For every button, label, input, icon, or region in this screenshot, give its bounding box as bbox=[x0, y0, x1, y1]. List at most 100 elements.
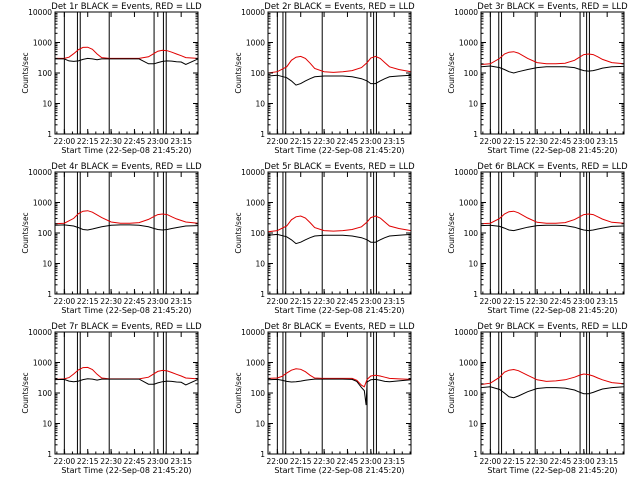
y-tick-label: 1 bbox=[47, 290, 52, 299]
y-tick-label: 10000 bbox=[454, 168, 478, 177]
x-tick-label: 22:30 bbox=[313, 457, 335, 466]
events-series-line bbox=[480, 386, 625, 399]
x-tick-label: 22:30 bbox=[100, 137, 122, 146]
x-tick-label: 22:30 bbox=[100, 457, 122, 466]
x-tick-label: 22:00 bbox=[54, 137, 76, 146]
x-tick-label: 22:30 bbox=[100, 297, 122, 306]
y-axis-label: Counts/sec bbox=[234, 212, 243, 253]
x-tick-label: 23:15 bbox=[170, 297, 192, 306]
chart-title: Det 3r BLACK = Events, RED = LLD bbox=[477, 2, 628, 12]
events-series-line bbox=[55, 57, 199, 66]
x-tick-label: 22:45 bbox=[337, 457, 359, 466]
x-axis-label: Start Time (22-Sep-08 21:45:20) bbox=[61, 466, 191, 475]
x-tick-label: 22:15 bbox=[290, 297, 312, 306]
y-tick-label: 1 bbox=[473, 290, 478, 299]
x-tick-label: 22:15 bbox=[77, 297, 99, 306]
y-tick-label: 1 bbox=[260, 130, 265, 139]
x-tick-label: 22:00 bbox=[267, 457, 289, 466]
y-axis-label: Counts/sec bbox=[234, 52, 243, 93]
chart-panel-8: Det 8r BLACK = Events, RED = LLD 1 10 100 10… bbox=[234, 322, 415, 475]
y-tick-label: 10000 bbox=[241, 8, 265, 17]
x-tick-label: 22:45 bbox=[337, 137, 359, 146]
x-tick-label: 23:15 bbox=[596, 297, 618, 306]
x-tick-label: 22:45 bbox=[550, 457, 572, 466]
chart-title: Det 1r BLACK = Events, RED = LLD bbox=[51, 2, 202, 12]
chart-title: Det 2r BLACK = Events, RED = LLD bbox=[264, 2, 415, 12]
y-tick-label: 10000 bbox=[28, 8, 52, 17]
x-tick-label: 22:15 bbox=[77, 137, 99, 146]
chart-panel-2: Det 2r BLACK = Events, RED = LLD 1 10 100 10… bbox=[234, 2, 415, 155]
x-tick-label: 22:15 bbox=[503, 137, 525, 146]
x-tick-label: 22:15 bbox=[77, 457, 99, 466]
chart-panel-9: Det 9r BLACK = Events, RED = LLD 1 10 100 10… bbox=[447, 322, 628, 475]
y-tick-label: 1000 bbox=[459, 39, 478, 48]
x-axis-label: Start Time (22-Sep-08 21:45:20) bbox=[487, 146, 617, 155]
chart-panel-7: Det 7r BLACK = Events, RED = LLD 1 10 100 10… bbox=[21, 322, 202, 475]
y-tick-label: 100 bbox=[38, 229, 53, 238]
y-tick-label: 10 bbox=[468, 100, 478, 109]
x-tick-label: 22:30 bbox=[526, 137, 548, 146]
x-tick-label: 22:30 bbox=[313, 137, 335, 146]
chart-title: Det 6r BLACK = Events, RED = LLD bbox=[477, 162, 628, 172]
chart-panel-4: Det 4r BLACK = Events, RED = LLD 1 10 100 10… bbox=[21, 162, 202, 315]
x-tick-label: 22:45 bbox=[124, 457, 146, 466]
x-tick-label: 23:15 bbox=[383, 457, 405, 466]
x-tick-label: 23:00 bbox=[147, 137, 169, 146]
x-tick-label: 22:00 bbox=[480, 137, 502, 146]
y-axis-label: Counts/sec bbox=[21, 372, 30, 413]
x-tick-label: 23:15 bbox=[170, 137, 192, 146]
x-tick-label: 23:00 bbox=[360, 457, 382, 466]
y-tick-label: 1 bbox=[260, 290, 265, 299]
y-tick-label: 1000 bbox=[459, 199, 478, 208]
y-tick-label: 1000 bbox=[33, 199, 52, 208]
y-tick-label: 100 bbox=[38, 69, 53, 78]
x-tick-label: 22:00 bbox=[480, 457, 502, 466]
chart-panel-3: Det 3r BLACK = Events, RED = LLD 1 10 100 10… bbox=[447, 2, 628, 155]
x-axis-label: Start Time (22-Sep-08 21:45:20) bbox=[487, 306, 617, 315]
x-tick-label: 23:00 bbox=[573, 457, 595, 466]
x-tick-label: 22:45 bbox=[124, 297, 146, 306]
x-tick-label: 22:00 bbox=[267, 297, 289, 306]
events-series-line bbox=[267, 74, 412, 86]
y-tick-label: 100 bbox=[251, 229, 266, 238]
events-series-line bbox=[54, 378, 199, 386]
y-tick-label: 100 bbox=[464, 229, 479, 238]
chart-title: Det 7r BLACK = Events, RED = LLD bbox=[51, 322, 202, 332]
y-axis-label: Counts/sec bbox=[21, 52, 30, 93]
y-axis-label: Counts/sec bbox=[234, 372, 243, 413]
y-tick-label: 10 bbox=[42, 260, 52, 269]
y-tick-label: 100 bbox=[464, 389, 479, 398]
chart-title: Det 9r BLACK = Events, RED = LLD bbox=[477, 322, 628, 332]
chart-title: Det 8r BLACK = Events, RED = LLD bbox=[264, 322, 415, 332]
chart-title: Det 4r BLACK = Events, RED = LLD bbox=[51, 162, 202, 172]
y-tick-label: 1 bbox=[47, 450, 52, 459]
y-tick-label: 1000 bbox=[459, 359, 478, 368]
y-tick-label: 10 bbox=[42, 100, 52, 109]
y-tick-label: 10000 bbox=[241, 328, 265, 337]
lld-series-line bbox=[267, 368, 412, 388]
x-tick-label: 23:15 bbox=[383, 137, 405, 146]
x-tick-label: 23:00 bbox=[360, 137, 382, 146]
x-tick-label: 23:00 bbox=[147, 457, 169, 466]
x-tick-label: 22:00 bbox=[54, 297, 76, 306]
chart-title: Det 5r BLACK = Events, RED = LLD bbox=[264, 162, 415, 172]
y-tick-label: 10 bbox=[255, 420, 265, 429]
x-tick-label: 22:45 bbox=[337, 297, 359, 306]
x-tick-label: 22:30 bbox=[526, 297, 548, 306]
x-axis-label: Start Time (22-Sep-08 21:45:20) bbox=[487, 466, 617, 475]
events-series-line bbox=[480, 224, 625, 232]
y-tick-label: 100 bbox=[38, 389, 53, 398]
events-series-line bbox=[54, 224, 199, 231]
lld-series-line bbox=[480, 51, 625, 65]
y-axis-label: Counts/sec bbox=[447, 212, 456, 253]
chart-panel-6: Det 6r BLACK = Events, RED = LLD 1 10 100 10… bbox=[447, 162, 628, 315]
y-tick-label: 10000 bbox=[454, 328, 478, 337]
y-axis-label: Counts/sec bbox=[447, 52, 456, 93]
x-axis-label: Start Time (22-Sep-08 21:45:20) bbox=[274, 146, 404, 155]
y-tick-label: 10 bbox=[468, 420, 478, 429]
y-tick-label: 1 bbox=[47, 130, 52, 139]
lld-series-line bbox=[480, 368, 625, 385]
x-tick-label: 23:15 bbox=[383, 297, 405, 306]
